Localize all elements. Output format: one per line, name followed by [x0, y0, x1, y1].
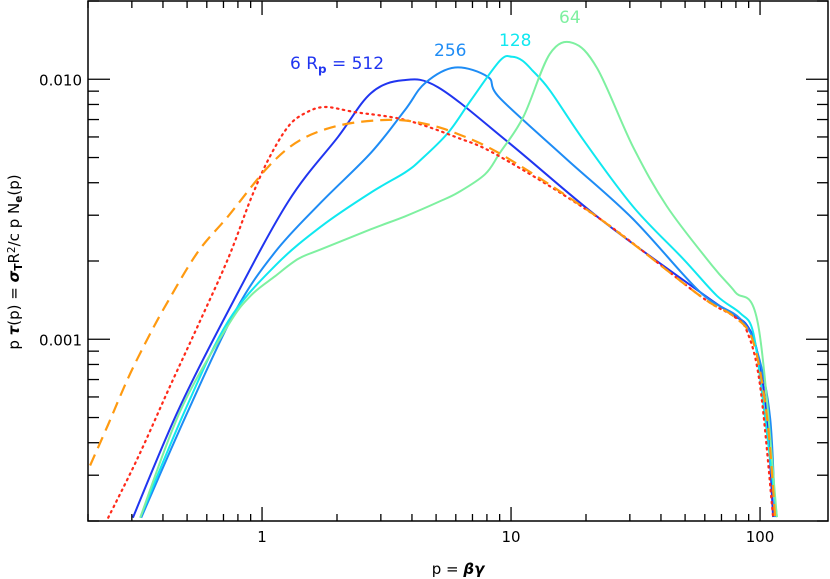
series-label-64: 64: [559, 8, 581, 28]
annotation-layer: 6 Rp = 512 256 128 64: [290, 8, 581, 76]
x-tick-label: 1: [257, 528, 267, 546]
series-label-part: 6 R: [290, 54, 318, 74]
x-tick-label: 10: [501, 528, 520, 546]
series-line-dashed: [89, 118, 777, 518]
series-label-part: 64: [559, 8, 581, 28]
x-axis-label-part: βγ: [462, 560, 486, 578]
y-axis-label-part: T: [13, 263, 25, 271]
y-axis-label-part: σ: [5, 270, 23, 282]
series-line-256: [140, 66, 777, 519]
series-label-part: 128: [499, 31, 531, 51]
y-tick-label: 0.010: [39, 71, 82, 89]
series-label-128: 128: [499, 31, 531, 51]
y-axis-label: p τ(p) = σTR2/c p Ne(p): [5, 174, 25, 349]
y-tick-label: 0.001: [39, 331, 82, 349]
tick-layer: 1 10 100 0.001 0.010: [39, 0, 828, 546]
x-axis-label: p = βγ: [432, 560, 486, 578]
x-axis-label-part: p =: [432, 560, 464, 578]
series-label-part: = 512: [327, 54, 385, 74]
series-line-128: [139, 55, 778, 519]
y-axis-label-part: p: [5, 335, 23, 349]
series-line-dotted: [107, 105, 775, 519]
plot-frame: [87, 0, 829, 522]
y-axis-label-part: e: [13, 196, 25, 203]
series-label-part: 256: [434, 41, 466, 61]
x-tick-label: 100: [746, 528, 775, 546]
series-label-part: p: [318, 62, 327, 76]
y-axis-label-part: (p) =: [5, 282, 23, 325]
y-axis-label-part: 2: [6, 246, 18, 253]
series-layer: [89, 40, 778, 519]
series-line-64: [139, 40, 778, 519]
y-axis-label-part: (p): [5, 174, 23, 195]
y-axis-label-part: τ: [5, 325, 23, 335]
y-axis-label-part: R: [5, 253, 23, 263]
y-axis-label-part: /c p N: [5, 203, 23, 247]
series-line-512: [131, 78, 775, 519]
series-label-256: 256: [434, 41, 466, 61]
series-label-512: 6 Rp = 512: [290, 54, 384, 76]
